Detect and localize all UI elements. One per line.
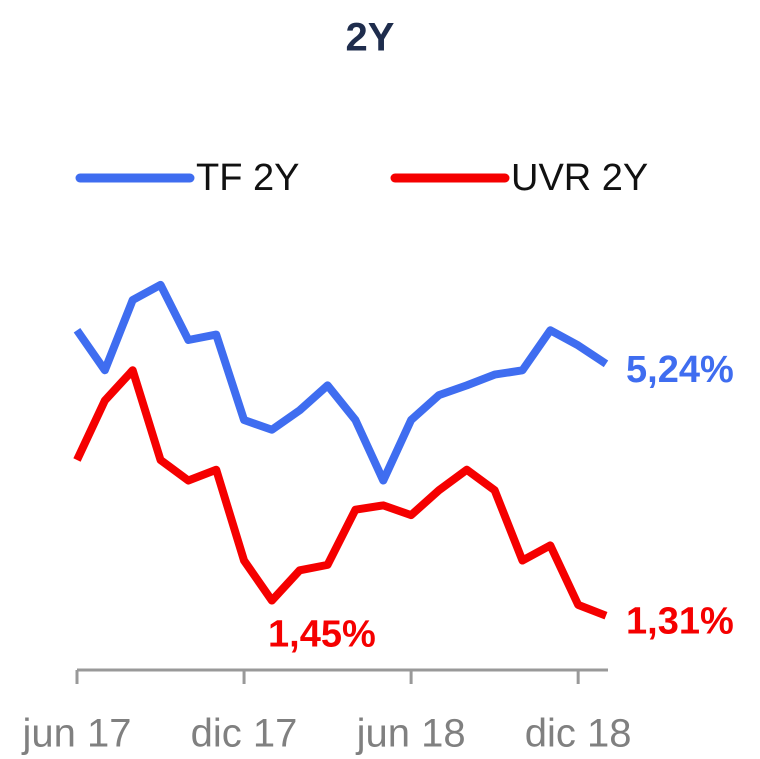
value-label: 5,24%	[626, 349, 734, 391]
series-line	[73, 366, 608, 620]
series-line	[73, 280, 609, 485]
value-label: 1,31%	[626, 601, 734, 643]
value-label: 1,45%	[268, 614, 376, 656]
legend-label: UVR 2Y	[511, 157, 648, 199]
chart-title: 2Y	[346, 16, 395, 60]
x-tick-label: dic 17	[191, 712, 298, 756]
legend-label: TF 2Y	[196, 157, 299, 199]
x-tick-label: dic 18	[525, 712, 632, 756]
x-tick-label: jun 17	[22, 712, 132, 756]
x-tick-label: jun 18	[356, 712, 466, 756]
